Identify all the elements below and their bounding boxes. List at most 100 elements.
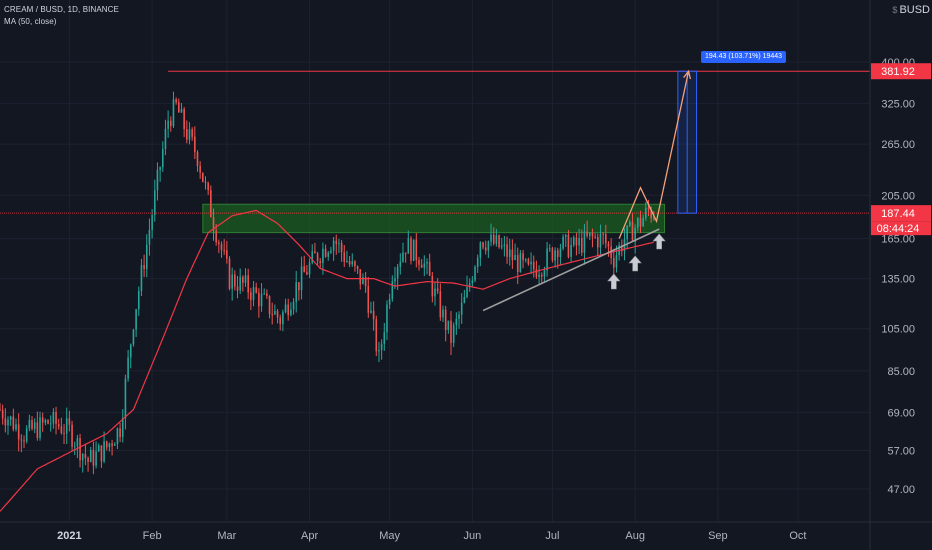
candle-body bbox=[359, 269, 362, 285]
candle-body bbox=[508, 249, 511, 257]
candle-body bbox=[482, 242, 484, 248]
candle-body bbox=[236, 286, 239, 291]
candle-body bbox=[452, 324, 455, 343]
candle-body bbox=[410, 238, 412, 261]
candle-body bbox=[596, 236, 599, 248]
candle-body bbox=[105, 441, 108, 448]
candle-body bbox=[495, 235, 498, 244]
candlesticks bbox=[0, 91, 655, 475]
candle-body bbox=[97, 445, 100, 452]
candle-body bbox=[567, 234, 570, 257]
candle-body bbox=[607, 243, 610, 247]
candle-body bbox=[63, 433, 65, 435]
candle-body bbox=[383, 332, 386, 344]
candle-body bbox=[586, 231, 588, 236]
candle-body bbox=[450, 320, 452, 343]
candle-body bbox=[631, 221, 634, 242]
candle-body bbox=[564, 234, 567, 237]
candle-body bbox=[306, 272, 308, 275]
candle-body bbox=[41, 417, 44, 423]
candle-body bbox=[492, 234, 495, 244]
candle-body bbox=[161, 148, 164, 168]
candle-body bbox=[132, 329, 135, 345]
candle-body bbox=[514, 255, 516, 261]
candle-body bbox=[572, 237, 575, 245]
price-tick-label: 85.00 bbox=[887, 366, 915, 378]
candle-body bbox=[645, 207, 647, 218]
candle-body bbox=[266, 293, 268, 296]
resistance-price-tag-bg bbox=[871, 63, 931, 80]
candle-body bbox=[583, 231, 586, 253]
candle-body bbox=[621, 245, 623, 252]
candle-body bbox=[194, 136, 196, 153]
bar-countdown-tag: 08:44:24 bbox=[877, 223, 920, 235]
candle-body bbox=[578, 238, 580, 246]
candle-body bbox=[372, 310, 375, 320]
candle-body bbox=[148, 229, 151, 245]
candle-body bbox=[279, 317, 282, 325]
candle-body bbox=[543, 270, 546, 277]
candle-body bbox=[121, 417, 124, 438]
candle-body bbox=[212, 217, 215, 231]
candle-body bbox=[60, 426, 63, 434]
candle-body bbox=[474, 266, 476, 281]
candle-body bbox=[276, 310, 279, 318]
candle-body bbox=[252, 287, 255, 300]
candle-body bbox=[220, 244, 223, 251]
candle-body bbox=[9, 416, 12, 420]
candle-body bbox=[116, 428, 119, 445]
price-tick-label: 325.00 bbox=[881, 98, 915, 110]
candle-body bbox=[308, 262, 311, 275]
candle-body bbox=[31, 419, 33, 429]
candle-body bbox=[442, 309, 444, 318]
candle-body bbox=[375, 319, 378, 352]
bounce-arrow-icon bbox=[628, 255, 642, 272]
candle-body bbox=[407, 238, 410, 254]
candle-body bbox=[164, 128, 167, 149]
candle-body bbox=[354, 261, 356, 267]
candle-body bbox=[124, 378, 127, 418]
candle-body bbox=[647, 207, 650, 210]
candle-body bbox=[447, 320, 450, 330]
drawings bbox=[0, 69, 870, 312]
candle-body bbox=[100, 445, 103, 462]
candle-body bbox=[527, 259, 530, 265]
candle-body bbox=[476, 257, 479, 267]
candle-body bbox=[92, 450, 95, 466]
candle-body bbox=[145, 244, 148, 269]
candle-body bbox=[516, 255, 519, 273]
candle-body bbox=[538, 274, 540, 278]
candle-body bbox=[386, 304, 388, 333]
candle-body bbox=[156, 169, 159, 191]
candle-body bbox=[242, 276, 244, 283]
candle-body bbox=[284, 304, 287, 313]
candle-body bbox=[119, 428, 121, 438]
candle-body bbox=[191, 129, 193, 137]
candle-body bbox=[327, 252, 330, 257]
candle-body bbox=[89, 450, 92, 463]
candle-body bbox=[460, 302, 463, 315]
candle-body bbox=[167, 120, 169, 129]
currency-label: BUSD bbox=[899, 4, 930, 16]
candle-body bbox=[282, 312, 284, 325]
candle-body bbox=[639, 218, 642, 227]
candle-body bbox=[129, 344, 132, 358]
candle-body bbox=[594, 236, 596, 238]
candle-body bbox=[79, 438, 81, 461]
candle-body bbox=[311, 251, 314, 263]
candle-body bbox=[343, 252, 346, 262]
price-tick-label: 265.00 bbox=[881, 139, 915, 151]
candle-body bbox=[127, 357, 129, 379]
candle-body bbox=[546, 248, 548, 271]
candle-body bbox=[431, 275, 434, 297]
candle-body bbox=[1, 409, 4, 419]
time-tick-label: Oct bbox=[789, 530, 806, 542]
candle-body bbox=[239, 276, 241, 291]
currency-selector[interactable]: $ BUSD bbox=[892, 4, 930, 16]
candle-body bbox=[202, 172, 204, 182]
candle-body bbox=[199, 165, 201, 173]
candle-body bbox=[391, 281, 394, 299]
